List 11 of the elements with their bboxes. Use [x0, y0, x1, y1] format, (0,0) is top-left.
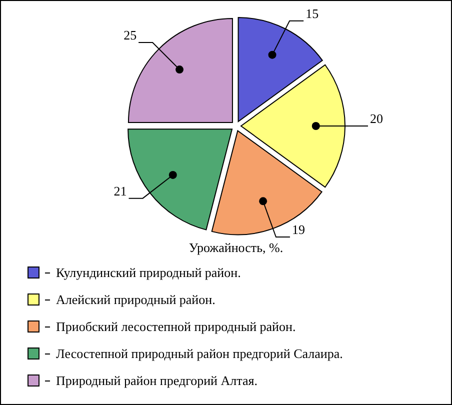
text: Урожайность, %.: [188, 240, 284, 255]
data-label: 19: [292, 222, 305, 238]
legend-label: Кулундинский природный район.: [56, 265, 241, 280]
data-label: 20: [370, 111, 383, 126]
legend-label: Природный район предгорий Алтая.: [56, 373, 258, 388]
data-label: 15: [306, 6, 319, 21]
legend-label: Алейский природный район.: [56, 292, 216, 307]
legend-label: Лесостепной природный район предгорий Салаира.: [56, 346, 343, 361]
legend-label: Приобский лесостепной природный район.: [56, 319, 296, 334]
data-label: 21: [114, 183, 127, 198]
data-label: 25: [124, 28, 137, 43]
